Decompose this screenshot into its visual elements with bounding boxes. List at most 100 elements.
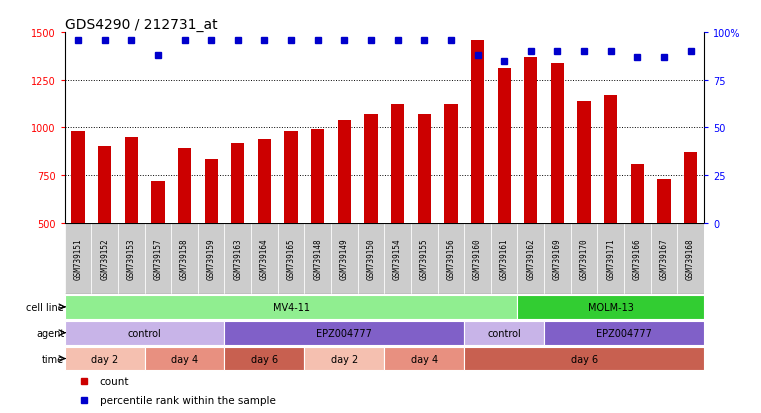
- Bar: [464, 321, 544, 345]
- Text: GSM739170: GSM739170: [580, 238, 588, 279]
- Text: GSM739169: GSM739169: [553, 238, 562, 279]
- Bar: [597, 223, 624, 294]
- Bar: [118, 223, 145, 294]
- Bar: [464, 223, 491, 294]
- Bar: [631, 164, 644, 223]
- Bar: [304, 347, 384, 370]
- Bar: [65, 295, 517, 319]
- Text: MV4-11: MV4-11: [272, 302, 310, 312]
- Bar: [491, 223, 517, 294]
- Bar: [551, 64, 564, 223]
- Text: GSM739159: GSM739159: [207, 238, 215, 279]
- Bar: [544, 223, 571, 294]
- Bar: [304, 223, 331, 294]
- Text: GSM739157: GSM739157: [154, 238, 162, 279]
- Bar: [331, 223, 358, 294]
- Bar: [145, 223, 171, 294]
- Text: day 4: day 4: [171, 354, 198, 364]
- Bar: [65, 223, 91, 294]
- Bar: [358, 223, 384, 294]
- Bar: [384, 347, 464, 370]
- Text: GSM739171: GSM739171: [607, 238, 615, 279]
- Bar: [285, 132, 298, 223]
- Bar: [171, 223, 198, 294]
- Bar: [677, 223, 704, 294]
- Text: GSM739160: GSM739160: [473, 238, 482, 279]
- Text: count: count: [100, 376, 129, 386]
- Bar: [684, 153, 697, 223]
- Text: GDS4290 / 212731_at: GDS4290 / 212731_at: [65, 18, 218, 32]
- Bar: [198, 223, 224, 294]
- Bar: [178, 149, 191, 223]
- Bar: [65, 321, 224, 345]
- Text: GSM739153: GSM739153: [127, 238, 135, 279]
- Bar: [651, 223, 677, 294]
- Bar: [498, 69, 511, 223]
- Text: GSM739151: GSM739151: [74, 238, 82, 279]
- Text: time: time: [42, 354, 64, 364]
- Bar: [278, 223, 304, 294]
- Bar: [578, 102, 591, 223]
- Text: percentile rank within the sample: percentile rank within the sample: [100, 394, 275, 404]
- Bar: [464, 347, 704, 370]
- Bar: [125, 138, 138, 223]
- Bar: [258, 140, 271, 223]
- Bar: [91, 223, 118, 294]
- Bar: [391, 105, 404, 223]
- Bar: [411, 223, 438, 294]
- Text: GSM739150: GSM739150: [367, 238, 375, 279]
- Bar: [517, 223, 544, 294]
- Bar: [571, 223, 597, 294]
- Text: GSM739148: GSM739148: [314, 238, 322, 279]
- Bar: [311, 130, 324, 223]
- Bar: [72, 132, 84, 223]
- Text: GSM739162: GSM739162: [527, 238, 535, 279]
- Bar: [438, 223, 464, 294]
- Bar: [544, 321, 704, 345]
- Text: day 4: day 4: [411, 354, 438, 364]
- Text: GSM739163: GSM739163: [234, 238, 242, 279]
- Text: EPZ004777: EPZ004777: [596, 328, 652, 338]
- Text: GSM739156: GSM739156: [447, 238, 455, 279]
- Text: day 6: day 6: [251, 354, 278, 364]
- Bar: [224, 321, 464, 345]
- Text: GSM739167: GSM739167: [660, 238, 668, 279]
- Bar: [251, 223, 278, 294]
- Text: GSM739149: GSM739149: [340, 238, 349, 279]
- Bar: [524, 58, 537, 223]
- Text: day 6: day 6: [571, 354, 597, 364]
- Text: MOLM-13: MOLM-13: [587, 302, 634, 312]
- Bar: [624, 223, 651, 294]
- Bar: [338, 121, 351, 223]
- Text: agent: agent: [36, 328, 64, 338]
- Text: GSM739158: GSM739158: [180, 238, 189, 279]
- Text: control: control: [128, 328, 161, 338]
- Bar: [145, 347, 224, 370]
- Bar: [65, 347, 145, 370]
- Bar: [418, 115, 431, 223]
- Bar: [224, 223, 251, 294]
- Bar: [604, 96, 617, 223]
- Text: cell line: cell line: [27, 302, 64, 312]
- Text: GSM739164: GSM739164: [260, 238, 269, 279]
- Bar: [471, 40, 484, 223]
- Text: day 2: day 2: [331, 354, 358, 364]
- Text: control: control: [487, 328, 521, 338]
- Text: GSM739166: GSM739166: [633, 238, 642, 279]
- Bar: [517, 295, 704, 319]
- Bar: [231, 143, 244, 223]
- Text: day 2: day 2: [91, 354, 118, 364]
- Text: GSM739155: GSM739155: [420, 238, 428, 279]
- Bar: [205, 159, 218, 223]
- Bar: [151, 181, 164, 223]
- Bar: [444, 105, 457, 223]
- Bar: [658, 179, 670, 223]
- Text: EPZ004777: EPZ004777: [317, 328, 372, 338]
- Bar: [224, 347, 304, 370]
- Text: GSM739154: GSM739154: [393, 238, 402, 279]
- Text: GSM739161: GSM739161: [500, 238, 508, 279]
- Bar: [384, 223, 411, 294]
- Bar: [98, 147, 111, 223]
- Text: GSM739168: GSM739168: [686, 238, 695, 279]
- Bar: [365, 115, 377, 223]
